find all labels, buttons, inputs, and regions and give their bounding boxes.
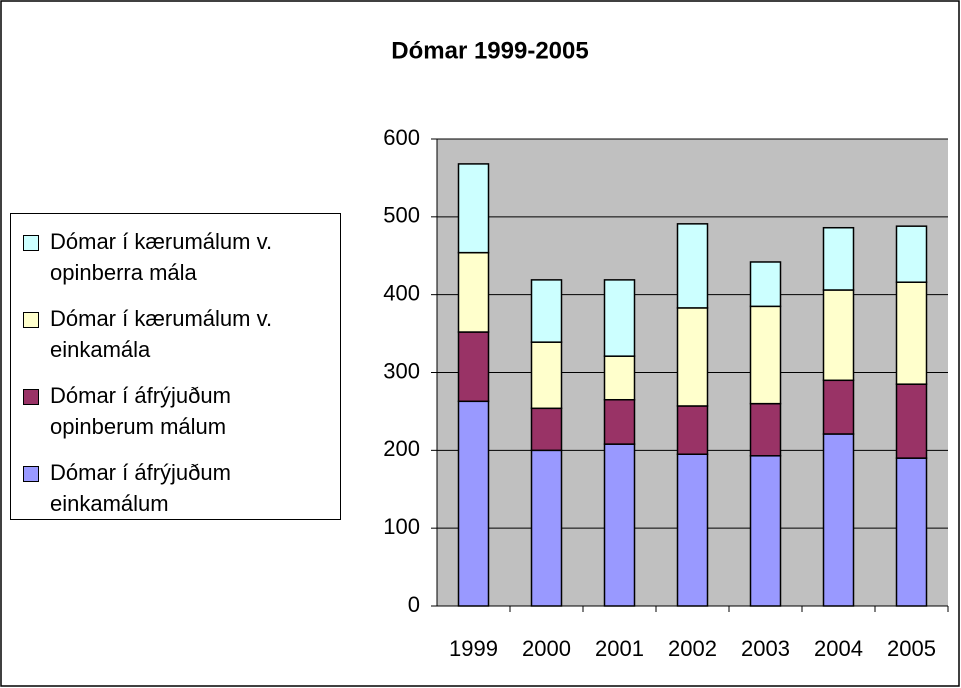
legend-label: Dómar í áfrýjuðum einkamálum [50,460,231,516]
bar-segment [749,305,782,405]
bar-segment [749,455,782,607]
bar-segment [676,307,709,407]
chart-title: Dómar 1999-2005 [391,37,588,64]
legend-label: Dómar í kærumálum v. opinberra mála [50,229,273,285]
bar-segment [822,226,855,291]
bar-segment [895,457,928,607]
y-tick-label: 200 [383,436,420,461]
bar-segment [530,279,563,343]
bar-segment [895,225,928,283]
y-tick-label: 300 [383,358,420,383]
bar-segment [895,383,928,459]
bar-segment [822,379,855,435]
bar-segment [530,341,563,410]
bar-segment [603,398,636,445]
legend-swatch [23,312,39,328]
y-tick-label: 100 [383,514,420,539]
legend-swatch [23,466,39,482]
bar-segment [749,261,782,308]
bar-segment [457,163,490,254]
x-tick-label: 2004 [814,636,863,661]
bar-segment [457,400,490,607]
legend-label: Dómar í áfrýjuðum opinberum málum [50,383,231,439]
x-tick-label: 2000 [522,636,571,661]
bar-segment [530,407,563,452]
legend-label: Dómar í kærumálum v. einkamála [50,306,273,362]
y-tick-label: 600 [383,125,420,150]
y-tick-label: 0 [408,592,420,617]
x-tick-label: 2001 [595,636,644,661]
x-tick-label: 2003 [741,636,790,661]
x-tick-label: 1999 [449,636,498,661]
bar-segment [603,355,636,401]
y-tick-label: 400 [383,280,420,305]
legend: Dómar í áfrýjuðum einkamálum Dómar í áfrý… [10,213,341,520]
bar-segment [676,405,709,455]
bar-segment [895,281,928,385]
bar-segment [603,279,636,357]
bar-segment [676,223,709,309]
bar-segment [676,453,709,607]
bar-segment [822,433,855,607]
bar-segment [457,331,490,403]
x-tick-label: 2005 [887,636,936,661]
legend-swatch [23,235,39,251]
y-tick-label: 500 [383,203,420,228]
bar-segment [822,289,855,382]
bar-segment [530,449,563,607]
bar-segment [749,402,782,457]
bar-segment [457,251,490,333]
x-tick-label: 2002 [668,636,717,661]
legend-swatch [23,389,39,405]
bar-segment [603,443,636,607]
